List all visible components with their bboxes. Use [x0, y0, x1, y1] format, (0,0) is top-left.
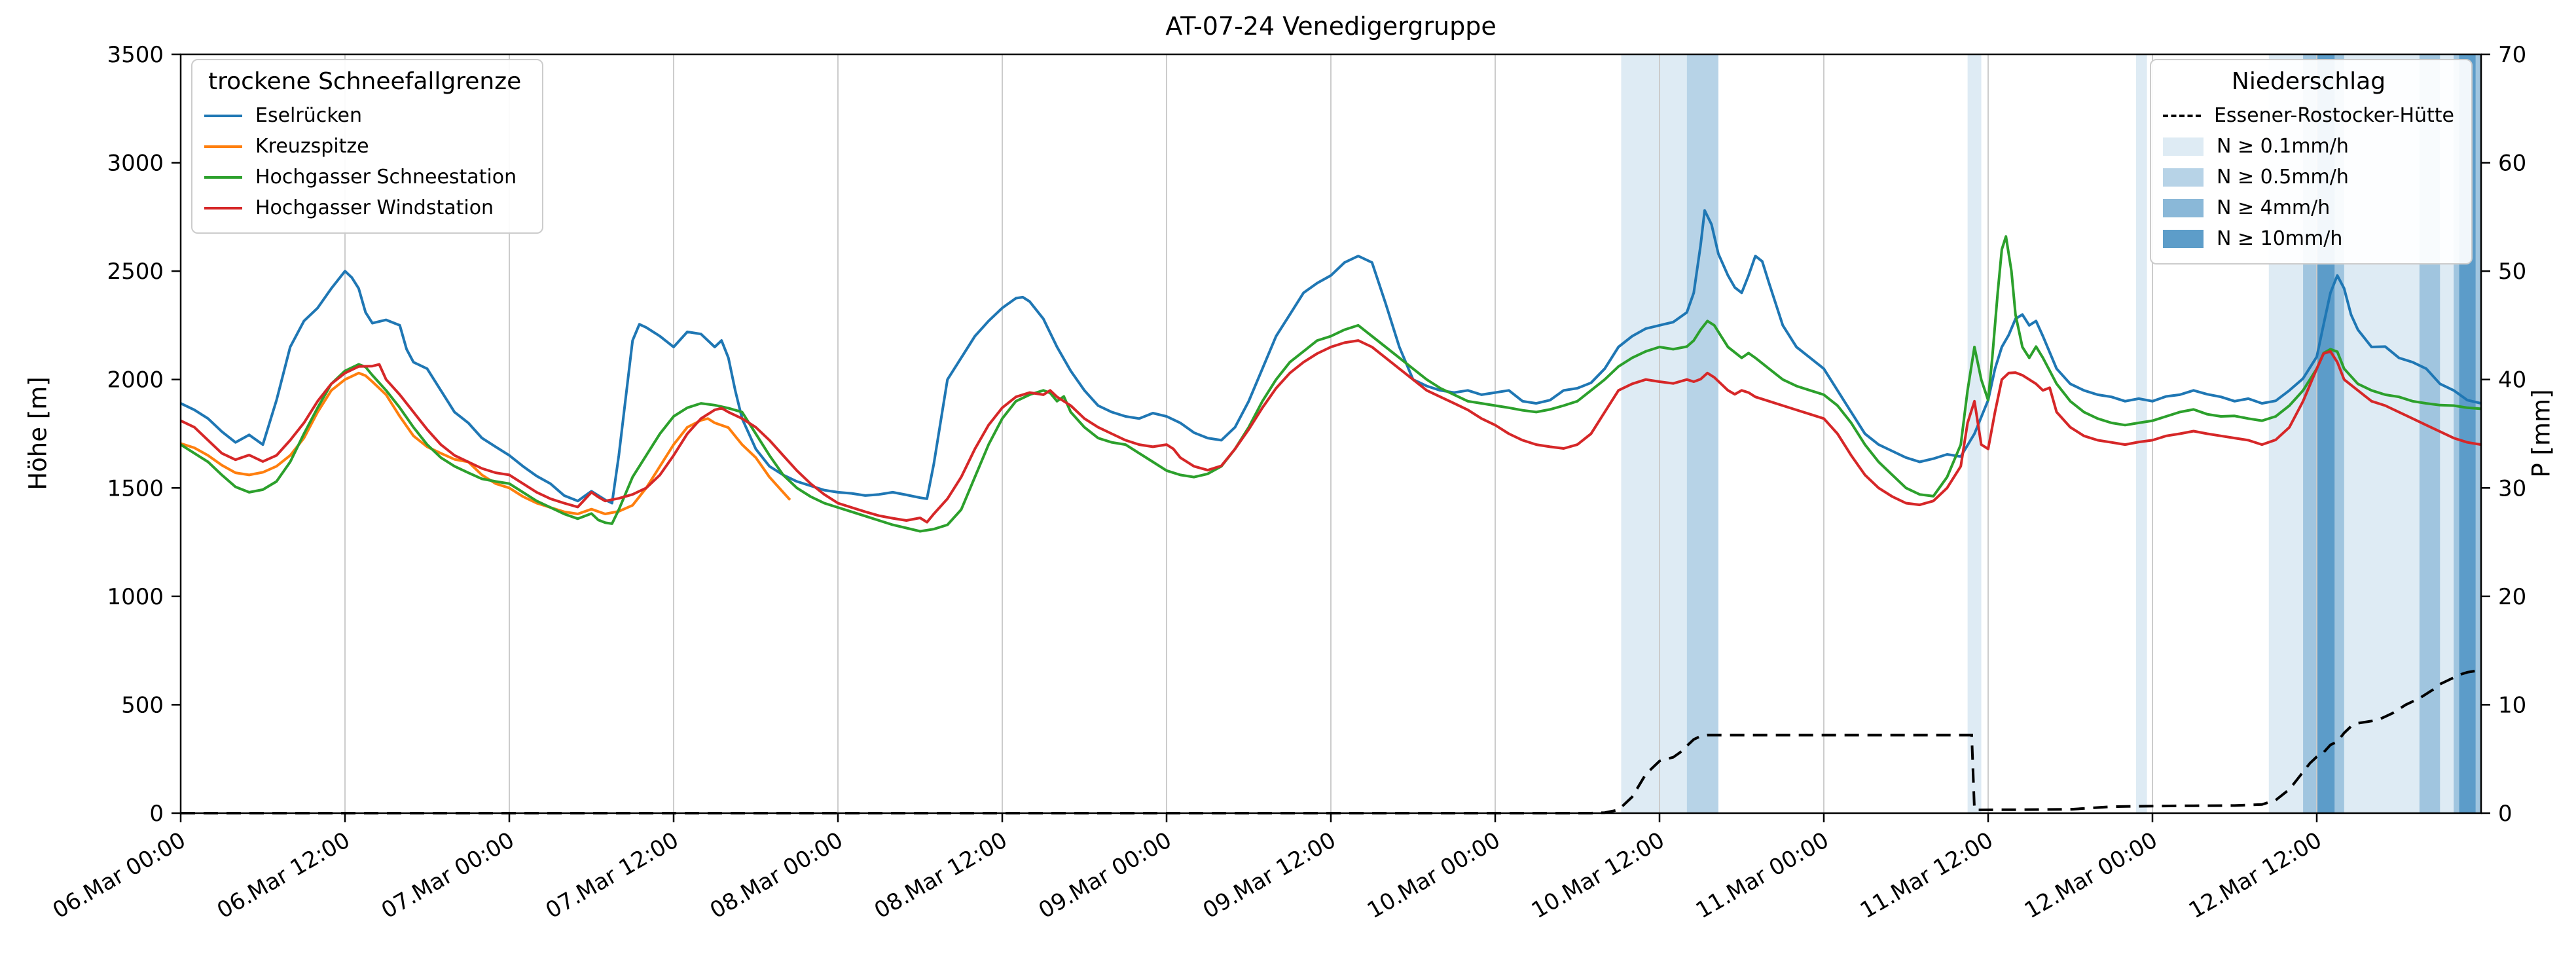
y-right-tick-label: 40 — [2498, 367, 2526, 393]
precip-intensity-band — [2135, 54, 2147, 813]
x-tick-label: 11.Mar 00:00 — [1692, 827, 1834, 924]
y-left-tick-label: 1500 — [107, 475, 164, 502]
legend-entry: Essener-Rostocker-Hütte — [2162, 100, 2454, 131]
legend-patch-swatch — [2162, 137, 2204, 156]
legend-entry: N ≥ 0.1mm/h — [2162, 131, 2454, 162]
legend-entry: Hochgasser Windstation — [204, 192, 525, 223]
x-tick-label: 09.Mar 12:00 — [1199, 827, 1341, 924]
x-tick-label: 06.Mar 00:00 — [48, 827, 190, 924]
legend-entry: N ≥ 4mm/h — [2162, 192, 2454, 223]
legend-entry-label: Kreuzspitze — [255, 135, 369, 158]
legend-line-swatch — [204, 145, 242, 148]
y-right-tick-label: 20 — [2498, 584, 2526, 610]
precip-cumulative-line — [181, 668, 2482, 814]
y-right-tick-label: 0 — [2498, 801, 2513, 827]
legend-entry-label: N ≥ 0.1mm/h — [2216, 135, 2349, 158]
legend-entry: Hochgasser Schneestation — [204, 162, 525, 192]
legend-entry-label: N ≥ 0.5mm/h — [2216, 166, 2349, 189]
y-right-tick-label: 60 — [2498, 151, 2526, 177]
legend-entry-label: Eselrücken — [255, 104, 362, 127]
x-tick-label: 10.Mar 00:00 — [1363, 827, 1505, 924]
x-tick-label: 09.Mar 00:00 — [1034, 827, 1176, 924]
series-line-kreuzspitze — [180, 371, 791, 515]
legend-line-swatch — [204, 114, 242, 117]
x-tick-label: 12.Mar 12:00 — [2185, 827, 2327, 924]
series-line-eselruecken — [180, 209, 2482, 505]
legend-entry-label: Essener-Rostocker-Hütte — [2213, 104, 2454, 127]
y-axis-label-right: P [mm] — [2527, 389, 2556, 478]
x-tick-label: 11.Mar 12:00 — [1856, 827, 1998, 924]
legend-entry-label: N ≥ 10mm/h — [2216, 227, 2343, 250]
legend-entry: Kreuzspitze — [204, 131, 525, 162]
x-tick-label: 12.Mar 00:00 — [2020, 827, 2162, 924]
legend-dashed-line-swatch — [2162, 114, 2201, 117]
legend-entry: Eselrücken — [204, 100, 525, 131]
x-tick-label: 07.Mar 12:00 — [541, 827, 683, 924]
legend-entry-label: N ≥ 4mm/h — [2216, 196, 2331, 219]
x-tick-label: 08.Mar 00:00 — [706, 827, 848, 924]
legend-snowline: trockene Schneefallgrenze Eselrücken Kreu… — [191, 59, 544, 234]
y-axis-label-left: Höhe [m] — [24, 376, 52, 490]
y-right-tick-label: 10 — [2498, 692, 2526, 718]
legend-entry-label: Hochgasser Windstation — [255, 196, 494, 219]
y-left-tick-label: 3000 — [107, 151, 164, 177]
legend-entry: N ≥ 10mm/h — [2162, 223, 2454, 254]
y-left-tick-label: 500 — [121, 692, 164, 718]
y-left-tick-label: 1000 — [107, 584, 164, 610]
x-tick-label: 06.Mar 12:00 — [213, 827, 355, 924]
legend-entry: N ≥ 0.5mm/h — [2162, 162, 2454, 192]
legend-patch-swatch — [2162, 229, 2204, 248]
y-right-tick-label: 50 — [2498, 259, 2526, 285]
precip-intensity-band — [1686, 54, 1718, 813]
legend-precip-title: Niederschlag — [2231, 68, 2386, 95]
x-tick-label: 07.Mar 00:00 — [377, 827, 519, 924]
legend-precip: Niederschlag Essener-Rostocker-Hütte N ≥ … — [2149, 59, 2473, 265]
legend-snowline-title: trockene Schneefallgrenze — [208, 68, 522, 95]
x-tick-label: 08.Mar 12:00 — [870, 827, 1012, 924]
y-right-tick-label: 30 — [2498, 475, 2526, 502]
y-left-tick-label: 2000 — [107, 367, 164, 393]
y-left-tick-label: 3500 — [107, 42, 164, 68]
chart-title: AT-07-24 Venedigergruppe — [1165, 12, 1497, 41]
x-tick-label: 10.Mar 12:00 — [1527, 827, 1669, 924]
legend-line-swatch — [204, 206, 242, 210]
legend-entry-label: Hochgasser Schneestation — [255, 166, 517, 189]
precip-intensity-band — [1621, 54, 1687, 813]
legend-patch-swatch — [2162, 198, 2204, 217]
legend-line-swatch — [204, 175, 242, 179]
y-left-tick-label: 2500 — [107, 259, 164, 285]
series-line-hochgasser-schneestation — [179, 235, 2482, 533]
y-left-tick-label: 0 — [149, 801, 164, 827]
y-right-tick-label: 70 — [2498, 42, 2526, 68]
series-line-hochgasser-windstation — [180, 339, 2482, 524]
legend-patch-swatch — [2162, 168, 2204, 187]
